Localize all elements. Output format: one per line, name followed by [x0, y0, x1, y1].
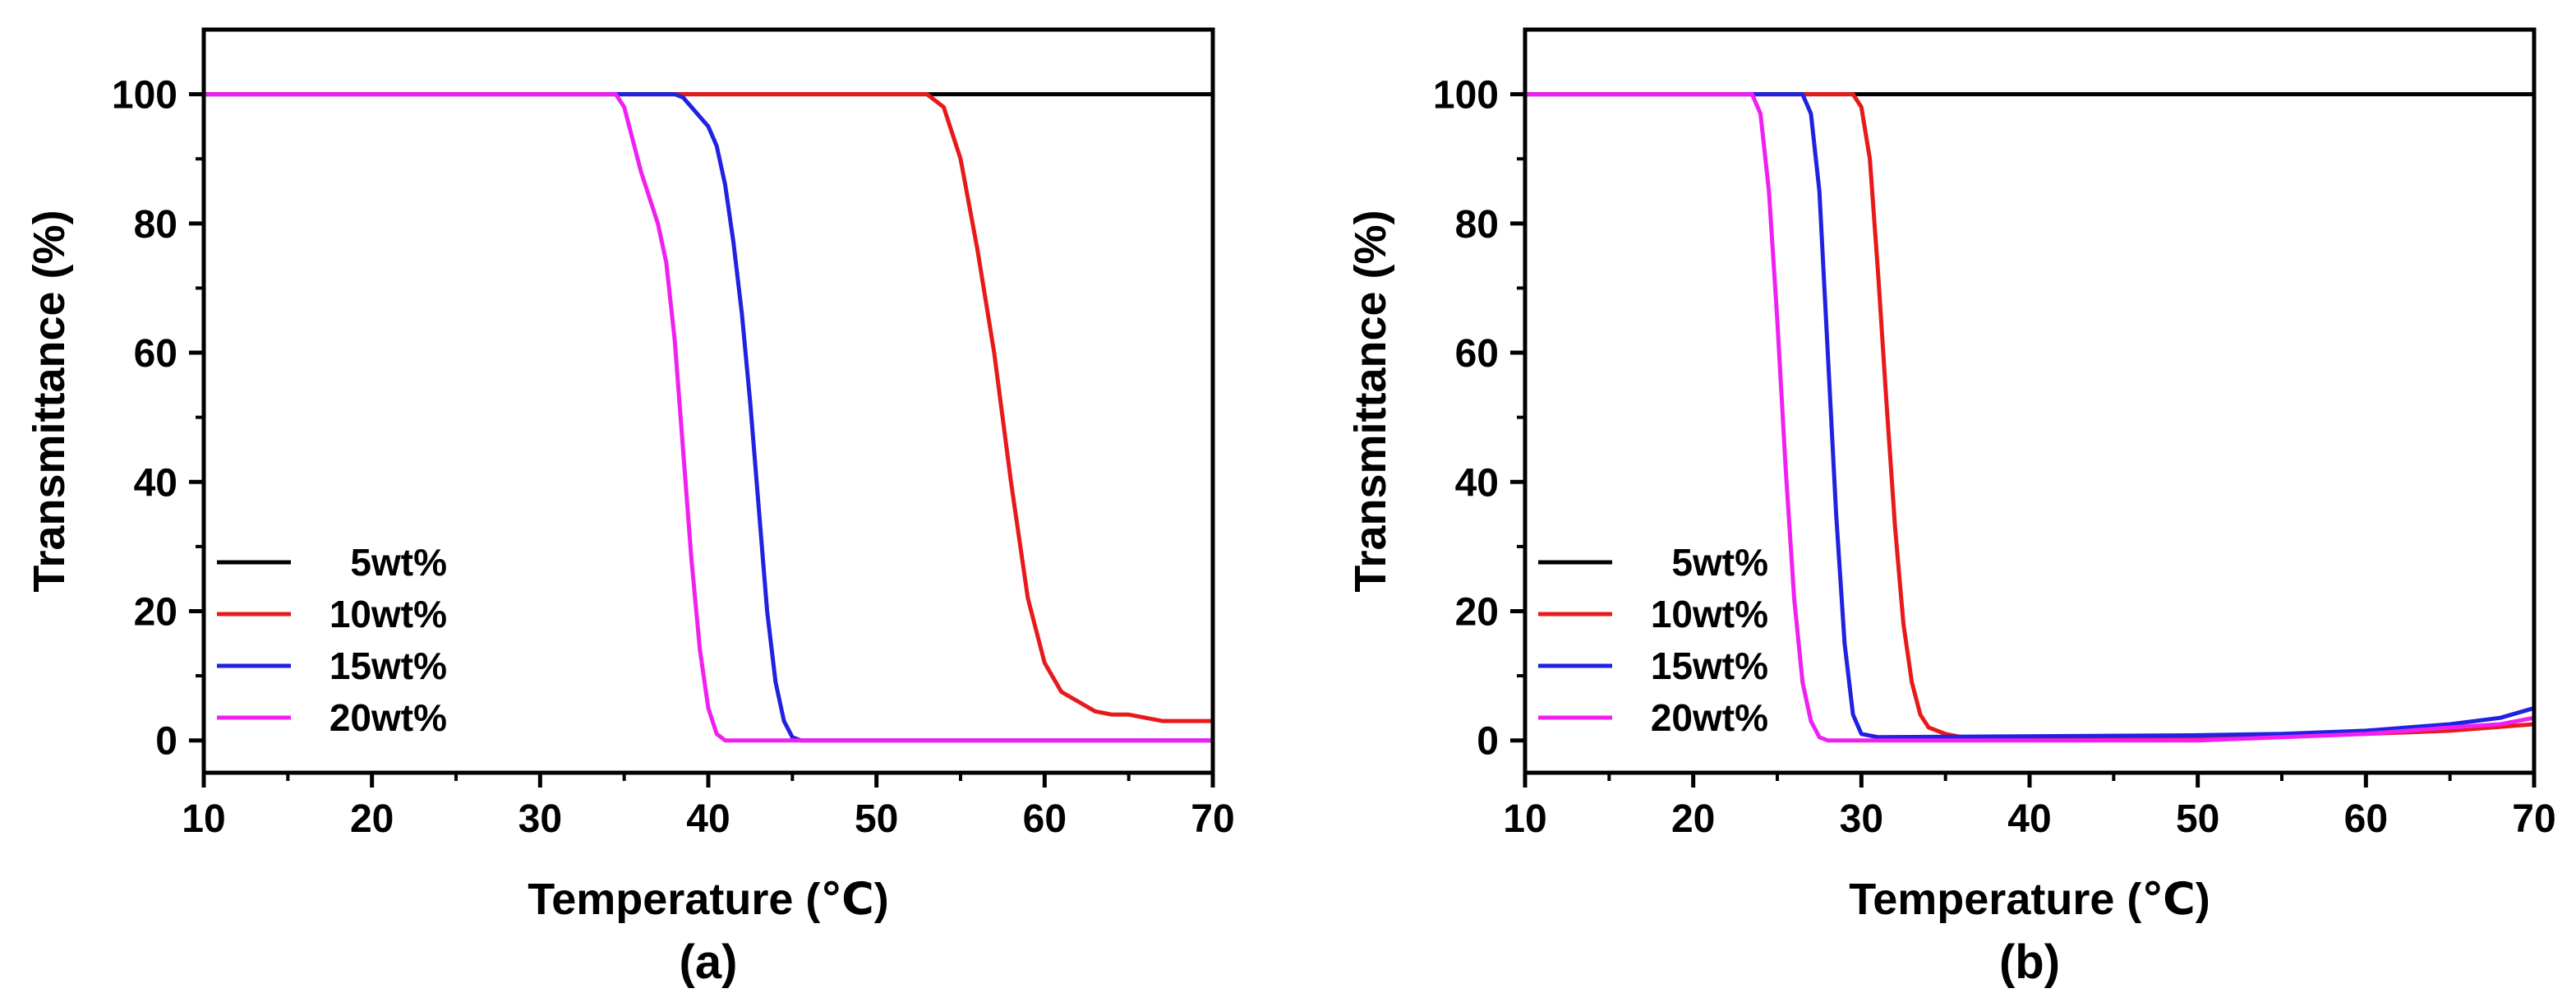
x-tick-label: 40: [686, 797, 730, 841]
legend-label: 20wt%: [1651, 696, 1768, 739]
series-line-10wtpct: [204, 92, 1213, 723]
x-tick-label: 50: [855, 797, 898, 841]
legend-label: 10wt%: [329, 593, 447, 635]
y-tick-label: 40: [134, 461, 177, 505]
legend-label: 20wt%: [329, 696, 447, 739]
legend: 5wt% 10wt% 15wt% 20wt%: [1538, 541, 1768, 739]
series-line-15wtpct: [204, 92, 1213, 743]
y-tick-label: 80: [1455, 203, 1499, 247]
x-axis-title: Temperature (℃): [1849, 875, 2210, 924]
x-tick-label: 60: [1023, 797, 1067, 841]
y-tick-label: 60: [134, 332, 177, 376]
panel-label: (a): [680, 935, 738, 989]
x-tick-label: 10: [182, 797, 225, 841]
y-tick-label: 40: [1455, 461, 1499, 505]
plot-area: [1525, 92, 2534, 743]
x-tick-label: 30: [518, 797, 562, 841]
x-tick-label: 70: [2512, 797, 2555, 841]
y-tick-label: 0: [1477, 720, 1499, 764]
y-tick-label: 20: [1455, 590, 1499, 634]
y-tick-label: 60: [1455, 332, 1499, 376]
y-tick-label: 0: [155, 720, 177, 764]
chart-panel-2: 10 20 30 40 50 60 70 0 20 40 60 80 100 Temperature (℃…: [1346, 27, 2556, 989]
series-line-20wtpct: [204, 92, 1213, 743]
x-tick-label: 20: [350, 797, 394, 841]
legend: 5wt% 10wt% 15wt% 20wt%: [217, 541, 447, 739]
legend-label: 5wt%: [1671, 541, 1768, 584]
y-tick-label: 100: [112, 74, 177, 118]
x-tick-label: 30: [1840, 797, 1883, 841]
y-axis-title: Transmittance (%): [25, 210, 74, 592]
y-axis-title: Transmittance (%): [1346, 210, 1395, 592]
x-tick-label: 40: [2007, 797, 2051, 841]
x-tick-label: 10: [1503, 797, 1546, 841]
legend-label: 5wt%: [350, 541, 447, 584]
legend-label: 15wt%: [1651, 644, 1768, 687]
panel-label: (b): [1999, 935, 2060, 989]
legend-label: 15wt%: [329, 644, 447, 687]
series-line-10wtpct: [1525, 92, 2534, 740]
y-tick-label: 100: [1433, 74, 1499, 118]
series-line-15wtpct: [1525, 92, 2534, 740]
series-line-20wtpct: [1525, 92, 2534, 743]
x-tick-label: 20: [1671, 797, 1715, 841]
plot-area: [204, 92, 1213, 743]
chart-panel-1: 10 20 30 40 50 60 70 0 20 40 60 80 100 Temperature (℃…: [25, 27, 1235, 989]
x-tick-label: 70: [1191, 797, 1234, 841]
y-tick-label: 20: [134, 590, 177, 634]
legend-label: 10wt%: [1651, 593, 1768, 635]
y-tick-label: 80: [134, 203, 177, 247]
x-tick-label: 60: [2344, 797, 2388, 841]
x-axis-title: Temperature (℃): [528, 875, 888, 924]
x-tick-label: 50: [2176, 797, 2219, 841]
